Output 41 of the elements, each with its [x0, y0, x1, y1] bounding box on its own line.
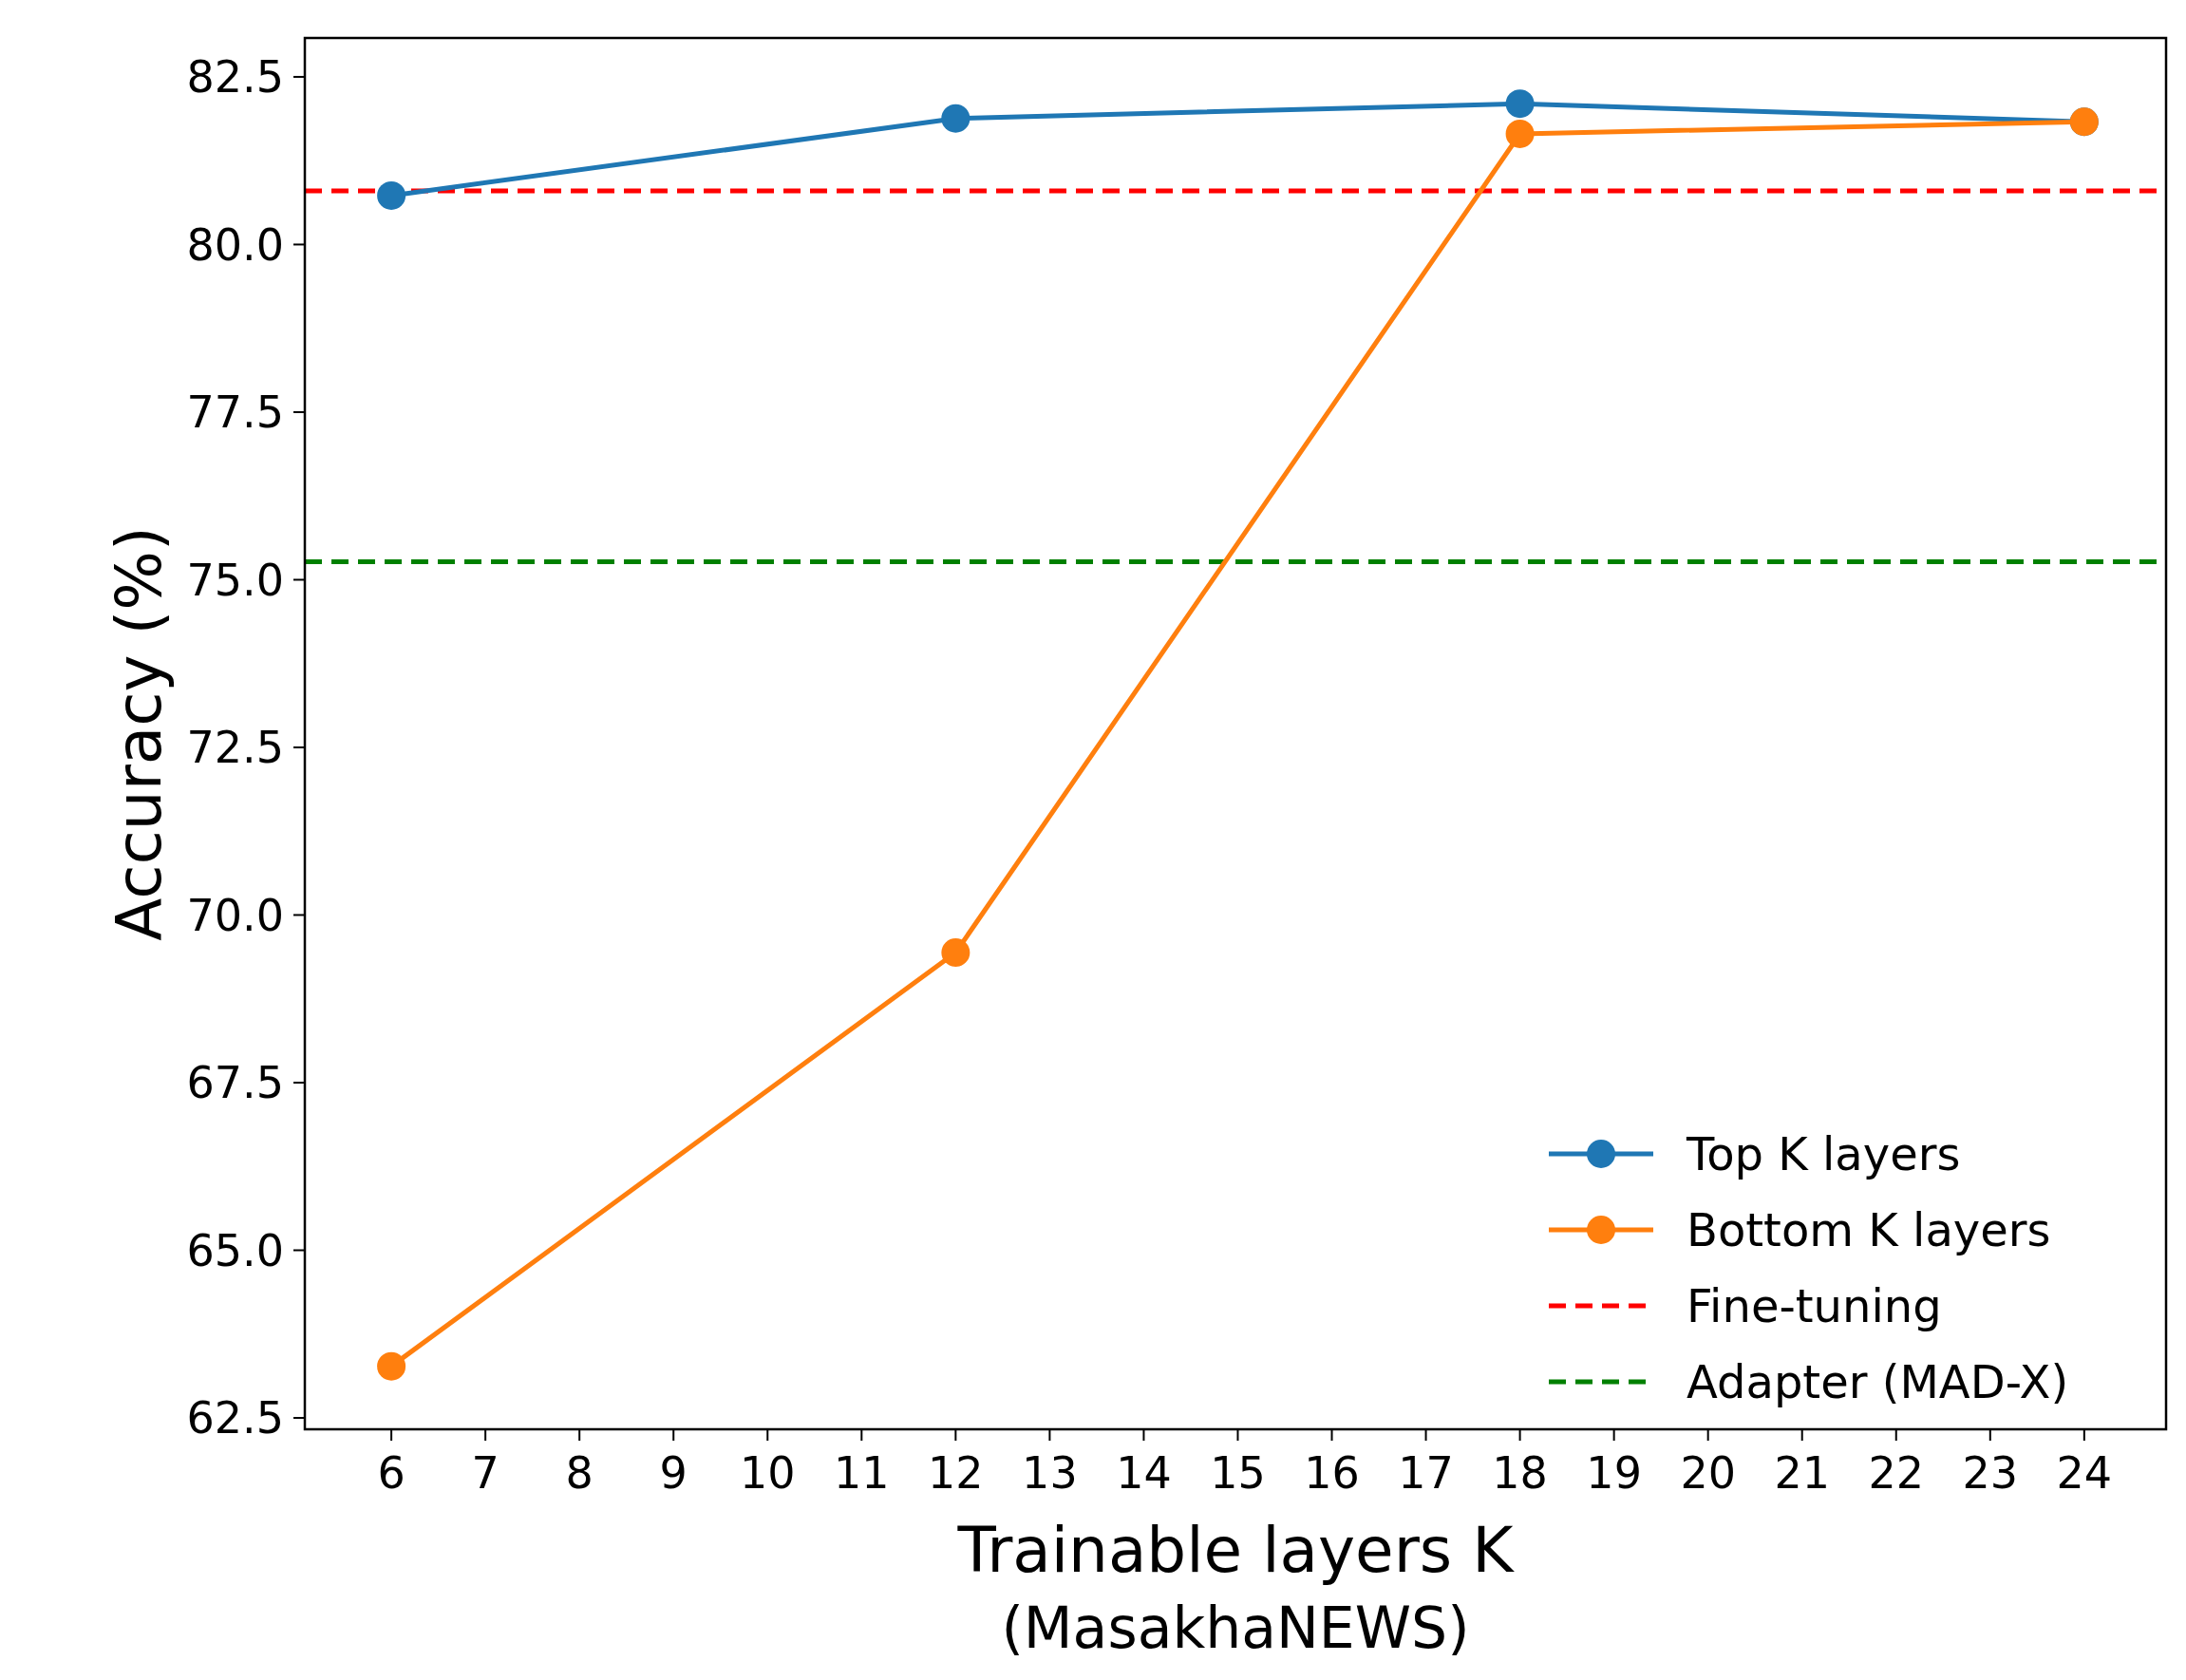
- y-tick-label: 72.5: [186, 722, 284, 774]
- y-tick-label: 82.5: [186, 51, 284, 104]
- x-tick-label: 20: [1680, 1447, 1736, 1499]
- y-tick-label: 75.0: [186, 554, 284, 606]
- legend-label: Top K layers: [1686, 1126, 1961, 1180]
- point: [377, 180, 406, 210]
- x-tick-label: 6: [377, 1447, 405, 1499]
- legend-label: Bottom K layers: [1687, 1202, 2051, 1256]
- y-tick-label: 62.5: [186, 1392, 284, 1444]
- x-tick-label: 23: [1962, 1447, 2019, 1499]
- y-tick-label: 70.0: [186, 889, 284, 941]
- y-tick-label: 67.5: [186, 1057, 284, 1109]
- point: [377, 1351, 406, 1381]
- point: [1505, 89, 1535, 119]
- point: [941, 938, 971, 968]
- y-tick-label: 77.5: [186, 387, 284, 439]
- x-tick-label: 13: [1022, 1447, 1078, 1499]
- point: [1505, 119, 1535, 148]
- x-tick-label: 14: [1116, 1447, 1172, 1499]
- x-tick-label: 16: [1304, 1447, 1360, 1499]
- y-tick-label: 80.0: [186, 218, 284, 271]
- y-axis-title: Accuracy (%): [103, 526, 177, 941]
- y-tick-label: 65.0: [186, 1224, 284, 1276]
- x-tick-label: 19: [1586, 1447, 1642, 1499]
- x-tick-label: 24: [2056, 1447, 2113, 1499]
- x-tick-label: 10: [740, 1447, 796, 1499]
- x-tick-label: 7: [471, 1447, 499, 1499]
- x-tick-label: 12: [928, 1447, 984, 1499]
- point: [941, 104, 971, 133]
- legend-label: Fine-tuning: [1687, 1278, 1942, 1332]
- x-axis-title: Trainable layers K: [956, 1514, 1516, 1587]
- x-tick-label: 15: [1210, 1447, 1266, 1499]
- x-tick-label: 9: [659, 1447, 688, 1499]
- text: (MasakhaNEWS): [1001, 1595, 1470, 1661]
- x-tick-label: 18: [1492, 1447, 1548, 1499]
- x-tick-label: 21: [1774, 1447, 1830, 1499]
- x-tick-label: 22: [1868, 1447, 1925, 1499]
- x-tick-label: 8: [565, 1447, 594, 1499]
- x-tick-label: 11: [834, 1447, 890, 1499]
- x-tick-label: 17: [1398, 1447, 1454, 1499]
- legend-label: Adapter (MAD-X): [1687, 1354, 2069, 1408]
